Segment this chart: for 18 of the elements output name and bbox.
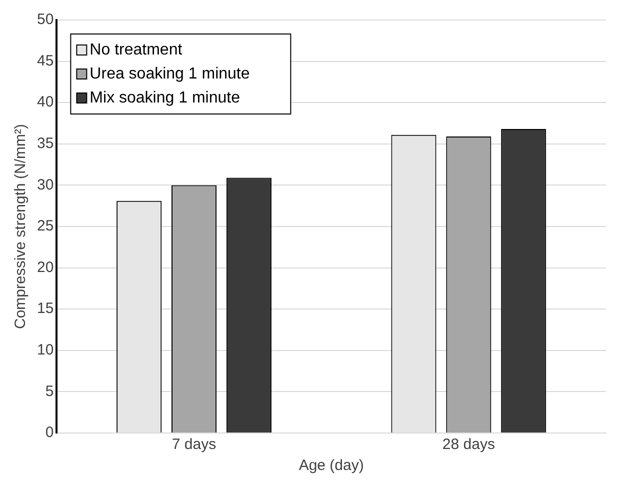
y-tick-label: 10 bbox=[36, 342, 54, 359]
y-tick-label: 5 bbox=[45, 382, 54, 400]
y-tick-label: 45 bbox=[36, 52, 54, 70]
y-axis-title: Compressive strength (N/mm²) bbox=[12, 124, 30, 330]
y-tick-label: 35 bbox=[36, 135, 54, 152]
y-tick-label: 30 bbox=[36, 176, 54, 194]
y-tick-label: 25 bbox=[36, 218, 54, 235]
x-tick-label: 7 days bbox=[172, 436, 216, 454]
legend-label: Mix soaking 1 minute bbox=[90, 89, 240, 106]
y-tick-label: 40 bbox=[36, 94, 54, 111]
y-tick-label: 15 bbox=[36, 300, 54, 318]
x-tick-label: 28 days bbox=[442, 436, 495, 454]
legend-label: No treatment bbox=[90, 41, 183, 58]
legend-label: Urea soaking 1 minute bbox=[90, 65, 250, 82]
x-axis-title: Age (day) bbox=[298, 457, 364, 474]
y-tick-label: 20 bbox=[36, 258, 54, 276]
y-tick-label: 50 bbox=[36, 11, 54, 28]
y-tick-label: 0 bbox=[45, 424, 54, 442]
